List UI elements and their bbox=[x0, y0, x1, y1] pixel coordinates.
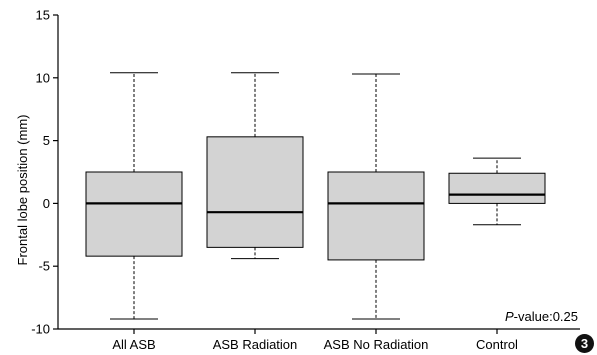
p-value-annotation: P-value:0.25 bbox=[505, 309, 578, 324]
p-value-letter: P bbox=[505, 309, 514, 324]
x-tick-label: Control bbox=[476, 337, 518, 352]
box-group bbox=[206, 72, 304, 260]
y-tick-label: 10 bbox=[36, 70, 50, 85]
y-tick-label: 15 bbox=[36, 8, 50, 23]
boxes bbox=[85, 72, 546, 320]
y-axis-label: Frontal lobe position (mm) bbox=[15, 115, 30, 266]
x-tick-label: All ASB bbox=[112, 337, 155, 352]
box-iqr bbox=[206, 136, 304, 248]
box-group bbox=[327, 73, 425, 320]
box-iqr bbox=[85, 171, 183, 257]
p-value-text: -value:0.25 bbox=[514, 309, 578, 324]
box-group bbox=[448, 157, 546, 226]
x-tick-label: ASB No Radiation bbox=[324, 337, 429, 352]
y-tick-label: 5 bbox=[43, 133, 50, 148]
y-tick-label: -10 bbox=[31, 322, 50, 337]
y-tick-label: -5 bbox=[38, 259, 50, 274]
y-tick-label: 0 bbox=[43, 196, 50, 211]
box-iqr bbox=[327, 171, 425, 261]
x-tick-label: ASB Radiation bbox=[213, 337, 298, 352]
box-iqr bbox=[448, 172, 546, 204]
box-group bbox=[85, 72, 183, 320]
figure-number-badge: 3 bbox=[575, 334, 594, 353]
axes: -10 -5 0 5 10 15 All ASB ASB Radiation ASB No Ra… bbox=[31, 8, 580, 352]
